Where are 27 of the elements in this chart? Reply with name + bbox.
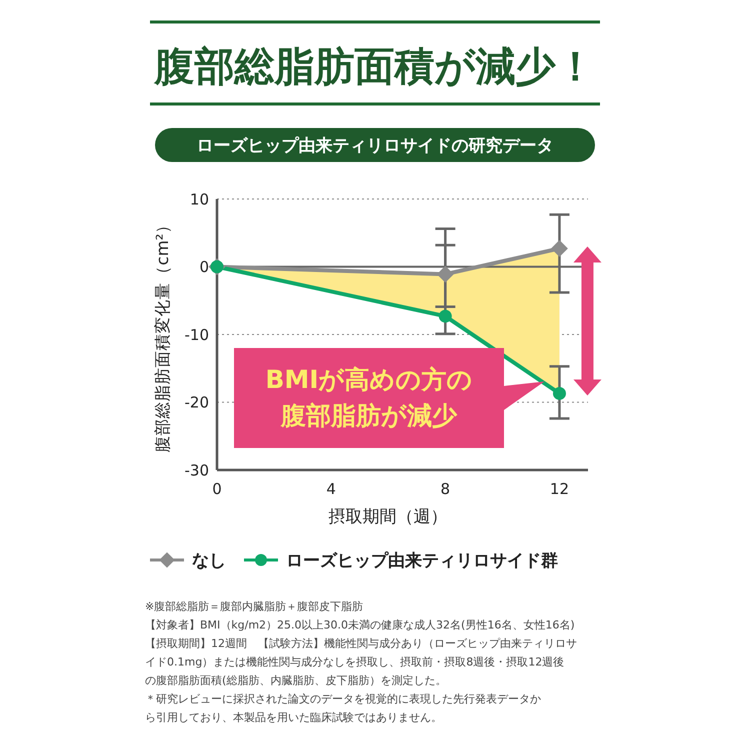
legend-label: なし [192, 550, 226, 571]
y-tick-label: -20 [184, 394, 209, 412]
x-tick-label: 4 [326, 480, 336, 498]
text: ら引用しており、本製品を用いた臨床試験ではありません。 [145, 711, 442, 724]
point [551, 240, 568, 257]
text: 【摂取期間】12週間 【試験方法】機能性関与成分あり（ローズヒップ由来ティリロサ [145, 637, 577, 650]
y-tick-label: -10 [184, 326, 209, 344]
y-tick-label: 10 [190, 190, 209, 208]
legend-label: ローズヒップ由来ティリロサイド群 [286, 550, 558, 571]
x-tick-label: 0 [212, 480, 222, 498]
y-axis-title: 腹部総脂肪面積変化量（cm²） [153, 216, 172, 452]
chart-title: 腹部総脂肪面積が減少！ [154, 44, 596, 90]
chart-subtitle: ローズヒップ由来ティリロサイドの研究データ [196, 136, 554, 156]
annotation: BMIが高めの方の腹部脂肪が減少 [265, 365, 473, 430]
y-tick-label: -30 [184, 461, 209, 480]
text: 【対象者】BMI（kg/m2）25.0以上30.0未満の健康な成人32名(男性16名、女性16名) [145, 618, 575, 632]
text: ※腹部総脂肪＝腹部内臓脂肪＋腹部皮下脂肪 [145, 600, 364, 613]
point [438, 310, 452, 323]
x-tick-label: 8 [440, 480, 450, 498]
text: イド0.1mg）または機能性関与成分なしを摂取し、摂取前・摂取8週後・摂取12週後 [145, 656, 564, 668]
x-axis-title: 摂取期間（週） [328, 507, 448, 527]
point [436, 266, 454, 283]
text: ＊研究レビューに採択された論文のデータを視覚的に表現した先行発表データか [145, 692, 541, 706]
text: の腹部脂肪面積(総脂肪、内臓脂肪、皮下脂肪）を測定した。 [145, 674, 446, 687]
x-tick-label: 12 [550, 480, 570, 498]
point [552, 386, 566, 400]
y-tick-label: 0 [199, 258, 209, 276]
